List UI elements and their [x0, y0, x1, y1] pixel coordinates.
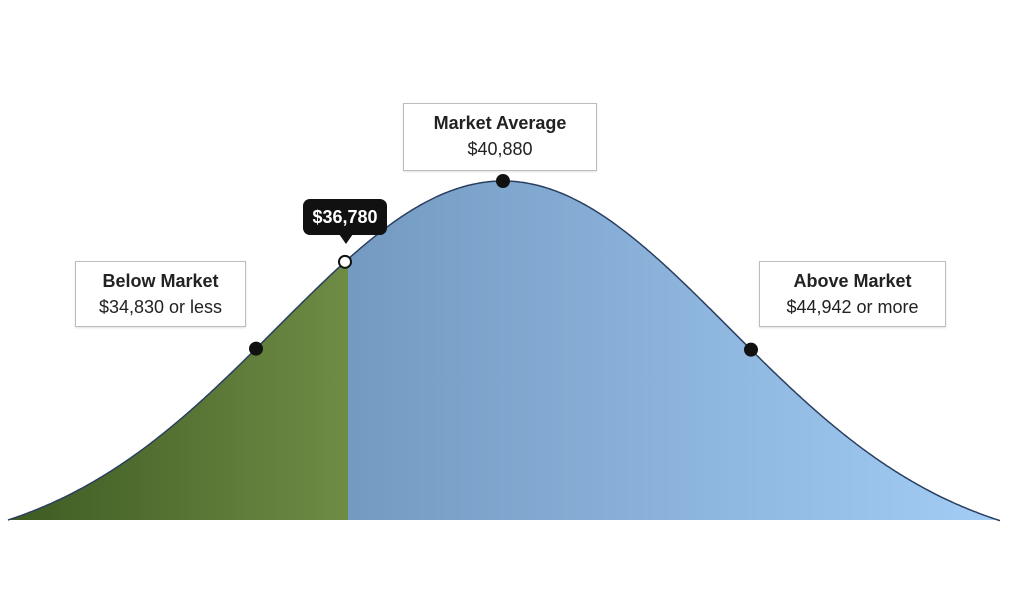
marker-tooltip: $36,780 [303, 199, 387, 244]
market-average-title: Market Average [433, 113, 567, 133]
market-average-label: Market Average $40,880 [403, 103, 597, 171]
market-average-point[interactable] [496, 174, 510, 188]
below-market-point[interactable] [249, 341, 263, 356]
below-market-value: $34,830 or less [98, 297, 223, 317]
market-average-value: $40,880 [467, 139, 533, 159]
below-market-area [8, 259, 348, 520]
below-market-title: Below Market [102, 271, 219, 291]
above-market-value: $44,942 or more [786, 297, 919, 317]
above-market-point[interactable] [744, 342, 758, 357]
below-market-label: Below Market $34,830 or less [75, 261, 246, 327]
above-market-label: Above Market $44,942 or more [759, 261, 946, 327]
above-market-title: Above Market [793, 271, 912, 291]
current-value-marker[interactable] [338, 254, 352, 269]
